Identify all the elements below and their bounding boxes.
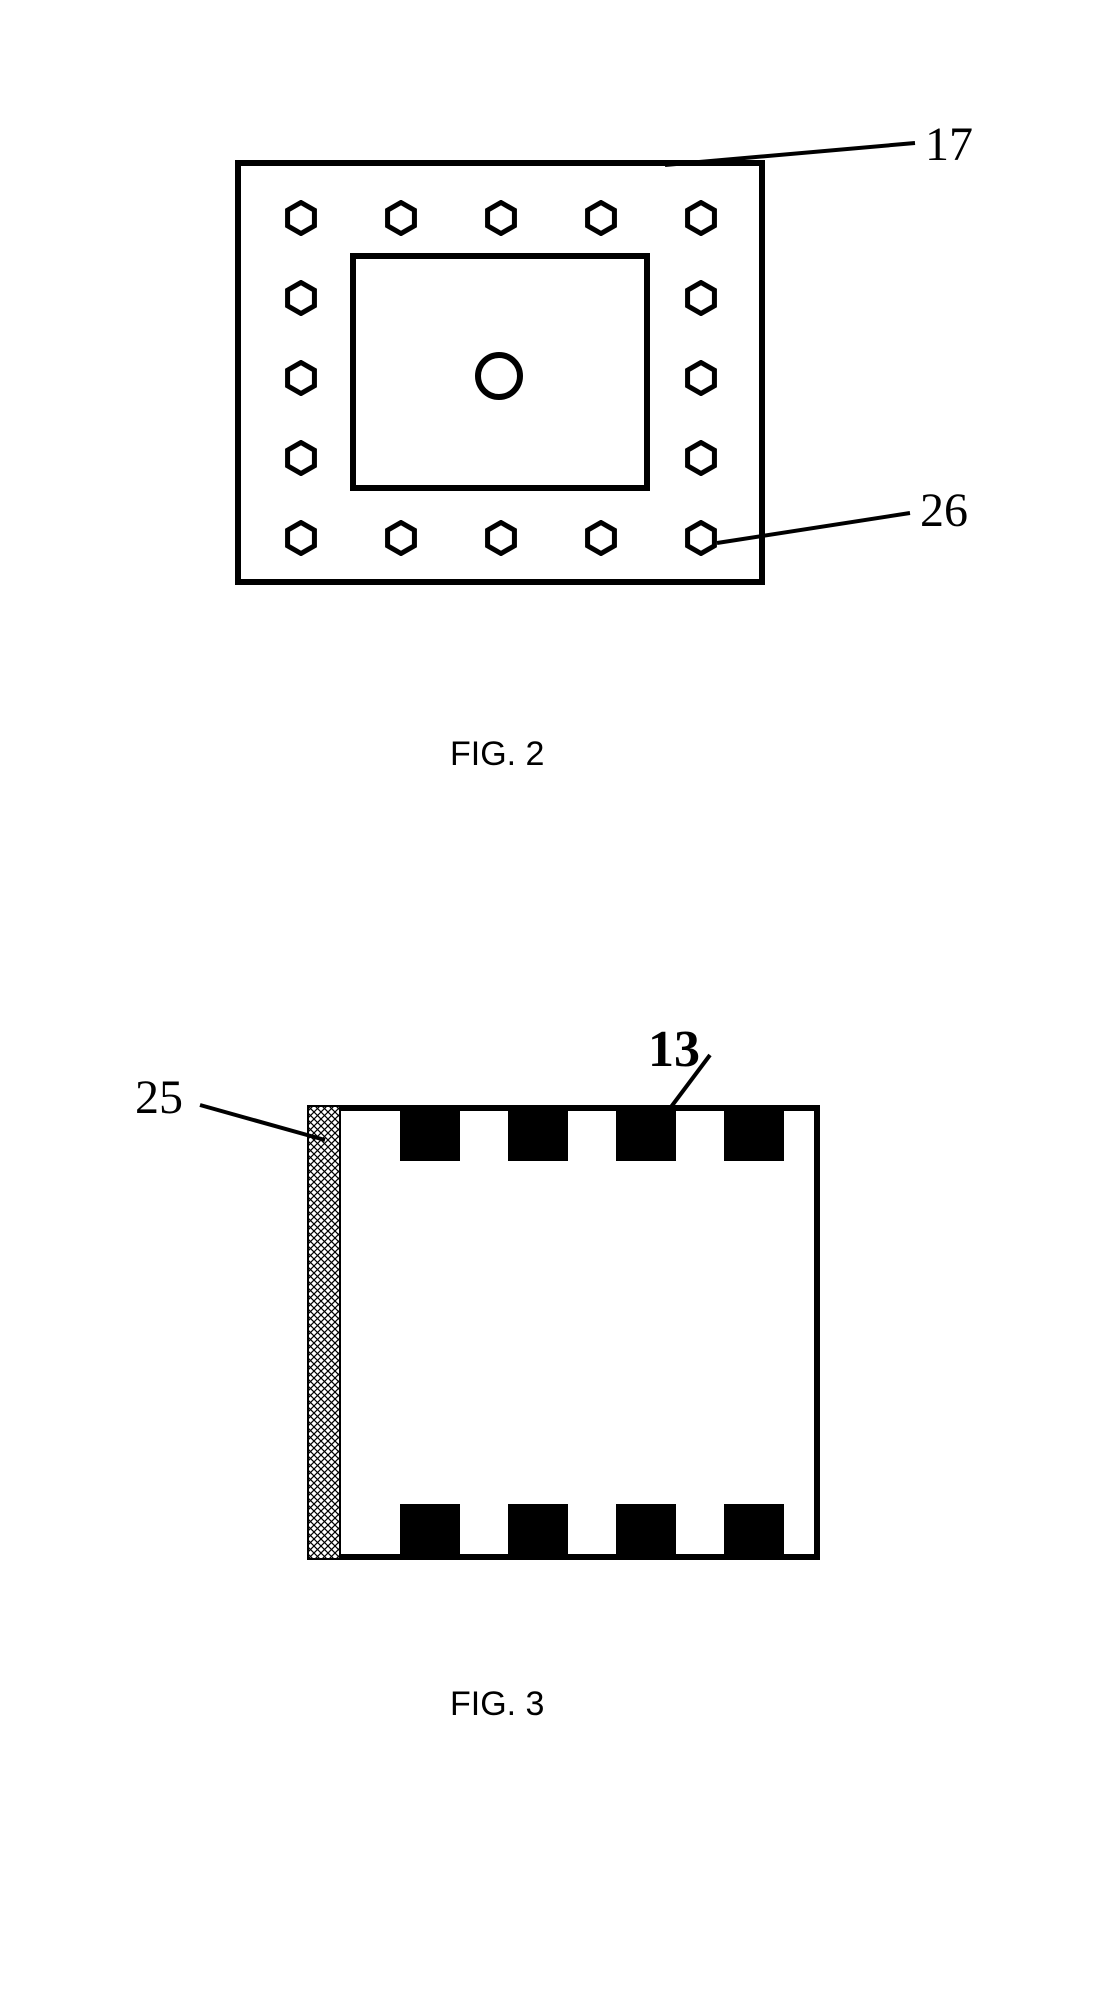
hexagon-shape: [683, 200, 719, 236]
hexagon-shape: [583, 200, 619, 236]
black-block: [400, 1504, 460, 1556]
hexagon-shape: [383, 200, 419, 236]
hexagon-shape: [283, 280, 319, 316]
fig2-leader-26: [712, 508, 915, 548]
hexagon-shape: [683, 280, 719, 316]
black-block: [616, 1504, 676, 1556]
hexagon-shape: [483, 520, 519, 556]
hexagon-shape: [583, 520, 619, 556]
black-block: [724, 1504, 784, 1556]
fig2-center-circle: [475, 352, 523, 400]
black-block: [508, 1109, 568, 1161]
fig3-label-25: 25: [135, 1070, 183, 1125]
fig3-caption: FIG. 3: [450, 1685, 544, 1724]
black-block: [724, 1109, 784, 1161]
fig3-leader-25: [195, 1100, 330, 1145]
fig3-hatched-bar: [307, 1105, 341, 1560]
hexagon-shape: [683, 360, 719, 396]
hexagon-shape: [683, 440, 719, 476]
hexagon-shape: [483, 200, 519, 236]
hexagon-shape: [283, 520, 319, 556]
fig3-main-box: [335, 1105, 820, 1560]
figure-2-container: 17 26: [235, 105, 765, 585]
fig2-leader-17: [660, 138, 920, 170]
fig3-label-13: 13: [648, 1020, 700, 1079]
black-block: [400, 1109, 460, 1161]
fig2-caption: FIG. 2: [450, 735, 544, 774]
fig2-label-26: 26: [920, 483, 968, 538]
hexagon-shape: [283, 360, 319, 396]
fig2-label-17: 17: [925, 117, 973, 172]
figure-3-container: 13 25: [280, 1020, 820, 1560]
hexagon-shape: [283, 440, 319, 476]
black-block: [508, 1504, 568, 1556]
hexagon-shape: [283, 200, 319, 236]
hexagon-shape: [383, 520, 419, 556]
